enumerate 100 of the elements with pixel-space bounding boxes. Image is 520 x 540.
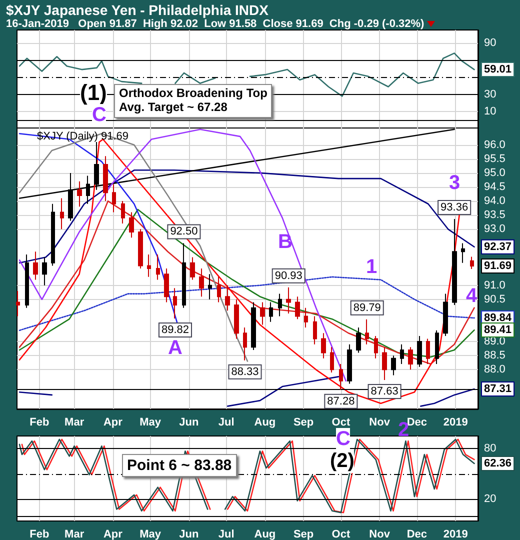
candlestick xyxy=(251,302,256,350)
candlestick xyxy=(16,290,20,317)
candlestick xyxy=(121,200,125,224)
annotation: C xyxy=(336,428,350,451)
x-tick-label: Mar xyxy=(64,416,85,428)
candlestick xyxy=(25,254,29,308)
annotation: 88.33 xyxy=(231,366,259,378)
x-tick-label: Aug xyxy=(254,528,276,540)
x-tick-label: Jul xyxy=(218,416,234,428)
candlestick xyxy=(461,242,465,264)
annotation: 90.93 xyxy=(274,270,302,282)
x-tick-label: 2019 xyxy=(443,528,468,540)
annotation: 92.50 xyxy=(170,226,198,238)
y-tick-label: 30 xyxy=(484,88,496,100)
candlestick xyxy=(426,338,430,365)
candlestick xyxy=(77,180,82,208)
candlestick xyxy=(269,302,273,322)
candlestick xyxy=(190,256,195,280)
y-tick-label: 90.5 xyxy=(484,293,506,306)
x-tick-label: May xyxy=(140,416,162,428)
data-label: 87.31 xyxy=(484,383,512,396)
y-tick-label: 91.0 xyxy=(484,279,506,292)
x-tick-label: Aug xyxy=(254,416,276,428)
annotation: B xyxy=(278,231,292,254)
candlestick xyxy=(225,284,230,312)
y-tick-label: 93.0 xyxy=(484,223,506,236)
chart-subtitle: 16-Jan-2019 Open 91.87 High 92.02 Low 91.58 Close 91.69 Chg -0.29 (-0.32%) xyxy=(6,18,424,30)
candlestick xyxy=(374,335,378,359)
candlestick xyxy=(330,346,334,373)
chart-title: $XJY Japanese Yen - Philadelphia INDX xyxy=(6,2,270,18)
annotation: 4 xyxy=(466,285,478,308)
x-tick-label: Sep xyxy=(293,528,314,540)
candlestick xyxy=(382,346,387,381)
x-tick-label: Dec xyxy=(406,528,428,540)
y-tick-label: 93.5 xyxy=(484,209,506,222)
x-tick-label: Sep xyxy=(293,416,314,428)
candlestick xyxy=(365,318,369,345)
candlestick xyxy=(217,276,221,303)
x-tick-label: Apr xyxy=(103,416,124,428)
candlestick xyxy=(260,302,265,326)
candlestick xyxy=(138,228,143,269)
candlestick xyxy=(417,335,422,368)
line-series xyxy=(18,128,347,382)
candlestick xyxy=(147,254,151,278)
candlestick xyxy=(435,330,439,365)
x-tick-label: Feb xyxy=(30,416,50,428)
candlestick xyxy=(400,344,404,365)
y-tick-label: 88.5 xyxy=(484,350,506,362)
candlestick xyxy=(347,344,352,384)
candlestick xyxy=(60,198,64,230)
x-tick-label: Dec xyxy=(406,416,428,428)
candlestick xyxy=(321,332,326,359)
candlestick xyxy=(42,256,47,286)
candlestick xyxy=(208,274,212,300)
y-tick-label: 95.0 xyxy=(484,166,506,179)
data-label: 89.84 xyxy=(484,312,512,324)
annotation: A xyxy=(168,337,182,360)
candlestick xyxy=(94,142,99,190)
x-tick-label: Jul xyxy=(218,528,234,540)
annotation: 87.28 xyxy=(327,395,355,408)
candlestick xyxy=(470,256,474,270)
candlestick xyxy=(103,156,108,202)
candlestick xyxy=(129,212,134,238)
candlestick xyxy=(408,346,413,370)
text: 91.69 xyxy=(484,260,512,272)
candlestick xyxy=(304,307,308,328)
candlestick xyxy=(164,268,169,303)
candlestick xyxy=(452,218,457,306)
x-tick-label: Oct xyxy=(332,416,350,428)
annotation: Orthodox Broadening Top Avg. Target ~ 67.28 xyxy=(114,84,272,118)
annotation: 87.63 xyxy=(370,386,398,398)
annotation: Point 6 ~ 83.88 xyxy=(122,454,237,478)
candlestick xyxy=(234,298,239,340)
annotation: (2) xyxy=(330,450,354,473)
y-tick-label: 90 xyxy=(484,36,496,49)
annotation: 89.82 xyxy=(161,324,189,336)
candlestick xyxy=(391,355,396,376)
y-tick-label: 95.5 xyxy=(484,152,506,165)
candlestick xyxy=(33,251,38,280)
annotation: C xyxy=(92,104,106,127)
candlestick xyxy=(286,286,291,314)
candlestick xyxy=(199,268,204,298)
candlestick xyxy=(313,316,317,345)
candlestick xyxy=(243,327,247,361)
annotation: 3 xyxy=(449,172,460,195)
annotation: 93.36 xyxy=(440,202,468,214)
y-tick-label: 94.0 xyxy=(484,195,506,208)
candlestick xyxy=(156,254,160,280)
x-tick-label: 2019 xyxy=(443,416,468,428)
candlestick xyxy=(182,242,186,308)
y-tick-label: 88.0 xyxy=(484,364,506,376)
annotation: 89.79 xyxy=(353,302,381,314)
candlestick xyxy=(112,184,116,213)
x-tick-label: Nov xyxy=(369,416,391,428)
candlestick xyxy=(356,327,361,354)
x-tick-label: Jun xyxy=(179,528,199,540)
candlestick xyxy=(51,203,55,266)
y-tick-label: 96.0 xyxy=(484,138,506,151)
annotation: 1 xyxy=(366,256,378,279)
x-tick-label: Jun xyxy=(179,416,199,428)
